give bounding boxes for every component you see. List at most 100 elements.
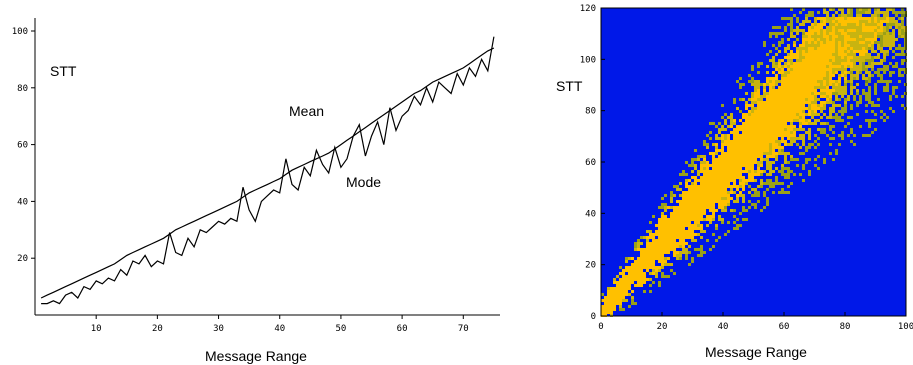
heatmap-cell (892, 32, 895, 35)
heatmap-cell (676, 251, 679, 254)
heatmap-cell (700, 164, 703, 167)
heatmap-cell (790, 170, 793, 173)
heatmap-cell (679, 224, 682, 227)
heatmap-cell (820, 50, 823, 53)
heatmap-cell (709, 218, 712, 221)
heatmap-cell (640, 254, 643, 257)
heatmap-cell (835, 86, 838, 89)
heatmap-cell (709, 131, 712, 134)
heatmap-cell (688, 185, 691, 188)
heatmap-cell (871, 29, 874, 32)
heatmap-cell (688, 251, 691, 254)
heatmap-cell (760, 107, 763, 110)
heatmap-cell (676, 212, 679, 215)
heatmap-cell (778, 140, 781, 143)
heatmap-cell (751, 125, 754, 128)
heatmap-cell (655, 266, 658, 269)
heatmap-cell (871, 59, 874, 62)
heatmap-cell (679, 215, 682, 218)
heatmap-cell (625, 293, 628, 296)
heatmap-cell (640, 284, 643, 287)
heatmap-cell (796, 32, 799, 35)
heatmap-cell (736, 134, 739, 137)
heatmap-cell (736, 200, 739, 203)
heatmap-cell (685, 212, 688, 215)
heatmap-cell (643, 236, 646, 239)
heatmap-cell (736, 164, 739, 167)
heatmap-cell (871, 38, 874, 41)
heatmap-cell (817, 104, 820, 107)
heatmap-cell (748, 206, 751, 209)
heatmap-cell (766, 173, 769, 176)
heatmap-cell (787, 176, 790, 179)
heatmap-cell (820, 47, 823, 50)
y-tick-label: 60 (17, 141, 28, 151)
heatmap-cell (787, 98, 790, 101)
heatmap-cell (802, 113, 805, 116)
heatmap-cell (634, 275, 637, 278)
heatmap-cell (715, 197, 718, 200)
heatmap-cell (856, 77, 859, 80)
heatmap-cell (781, 71, 784, 74)
heatmap-cell (757, 62, 760, 65)
heatmap-cell (688, 206, 691, 209)
heatmap-cell (706, 200, 709, 203)
heatmap-cell (772, 182, 775, 185)
heatmap-cell (880, 50, 883, 53)
heatmap-cell (715, 191, 718, 194)
heatmap-cell (724, 206, 727, 209)
heatmap-cell (826, 62, 829, 65)
heatmap-cell (832, 17, 835, 20)
heatmap-cell (790, 32, 793, 35)
heatmap-cell (859, 68, 862, 71)
heatmap-cell (715, 137, 718, 140)
heatmap-cell (787, 167, 790, 170)
heatmap-cell (751, 188, 754, 191)
heatmap-cell (847, 116, 850, 119)
heatmap-cell (874, 14, 877, 17)
heatmap-cell (619, 272, 622, 275)
heatmap-cell (763, 182, 766, 185)
heatmap-cell (796, 119, 799, 122)
heatmap-cell (865, 71, 868, 74)
heatmap-cell (784, 29, 787, 32)
heatmap-cell (748, 143, 751, 146)
heatmap-cell (763, 194, 766, 197)
heatmap-cell (832, 20, 835, 23)
heatmap-cell (874, 35, 877, 38)
heatmap-cell (814, 65, 817, 68)
heatmap-cell (814, 80, 817, 83)
heatmap-cell (670, 197, 673, 200)
heatmap-cell (796, 47, 799, 50)
heatmap-cell (847, 29, 850, 32)
heatmap-cell (859, 125, 862, 128)
heatmap-cell (661, 218, 664, 221)
heatmap-cell (901, 47, 904, 50)
heatmap-cell (859, 56, 862, 59)
heatmap-cell (760, 131, 763, 134)
heatmap-cell (748, 152, 751, 155)
heatmap-cell (802, 38, 805, 41)
heatmap-cell (748, 173, 751, 176)
heatmap-cell (829, 50, 832, 53)
heatmap-cell (868, 41, 871, 44)
heatmap-cell (730, 140, 733, 143)
heatmap-cell (754, 173, 757, 176)
heatmap-cell (727, 173, 730, 176)
heatmap-cell (679, 236, 682, 239)
heatmap-cell (772, 98, 775, 101)
heatmap-cell (754, 170, 757, 173)
heatmap-cell (811, 62, 814, 65)
heatmap-cell (715, 164, 718, 167)
heatmap-cell (634, 302, 637, 305)
heatmap-cell (856, 83, 859, 86)
heatmap-cell (901, 68, 904, 71)
heatmap-cell (721, 137, 724, 140)
heatmap-cell (706, 185, 709, 188)
heatmap-cell (832, 89, 835, 92)
heatmap-cell (694, 182, 697, 185)
heatmap-cell (814, 47, 817, 50)
heatmap-cell (742, 200, 745, 203)
heatmap-cell (808, 89, 811, 92)
heatmap-cell (778, 143, 781, 146)
